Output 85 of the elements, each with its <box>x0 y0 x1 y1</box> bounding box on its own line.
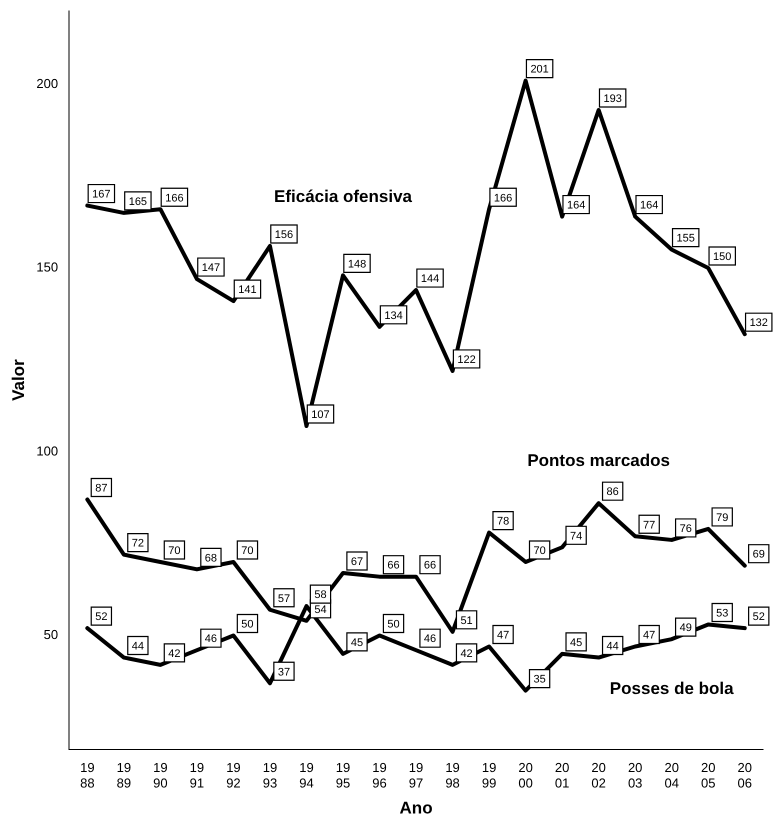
data-label: 42 <box>460 648 473 660</box>
data-label: 70 <box>533 545 546 558</box>
x-tick-label: 2006 <box>738 760 752 790</box>
data-label: 164 <box>566 200 586 212</box>
data-label: 66 <box>387 560 400 572</box>
data-label: 74 <box>570 530 582 542</box>
data-label: 144 <box>420 273 440 286</box>
data-label: 46 <box>424 633 436 646</box>
data-label: 78 <box>496 516 510 528</box>
x-tick-label: 1995 <box>336 760 350 790</box>
x-tick-label: 2004 <box>664 760 679 790</box>
series-label: Posses de bola <box>610 678 734 698</box>
data-label: 107 <box>311 409 330 422</box>
data-label: 77 <box>643 519 656 532</box>
x-tick-label: 2001 <box>554 760 570 790</box>
y-axis-title: Valor <box>8 358 28 401</box>
text: Eficácia ofensiva <box>274 187 413 206</box>
data-label: 58 <box>314 589 327 602</box>
data-label: 69 <box>752 548 765 561</box>
data-label: 52 <box>752 611 765 624</box>
data-label: 35 <box>533 674 546 686</box>
x-tick-label: 1991 <box>190 760 204 790</box>
data-label: 46 <box>204 633 218 646</box>
x-tick-label: 1988 <box>80 760 95 790</box>
data-label: 166 <box>165 192 184 204</box>
data-label: 156 <box>274 229 294 242</box>
x-tick-label: 1989 <box>116 760 132 790</box>
data-label: 147 <box>202 262 220 274</box>
data-label: 44 <box>132 640 144 653</box>
data-label: 122 <box>457 354 476 366</box>
y-tick-label: 200 <box>36 76 58 91</box>
data-label: 164 <box>640 200 658 212</box>
data-label: 141 <box>238 284 257 296</box>
y-tick-label: 100 <box>36 443 58 458</box>
data-label: 49 <box>680 622 692 634</box>
data-label: 167 <box>92 188 111 201</box>
data-label: 53 <box>716 607 728 620</box>
data-label: 166 <box>494 192 512 204</box>
data-label: 50 <box>387 618 400 631</box>
x-tick-label: 1996 <box>372 760 387 790</box>
data-label: 150 <box>713 251 732 264</box>
x-tick-label: 2005 <box>700 760 716 790</box>
data-label: 37 <box>278 666 290 678</box>
data-label: 86 <box>606 486 619 498</box>
x-tick-label: 2003 <box>628 760 642 790</box>
data-label: 68 <box>204 552 218 564</box>
data-label: 165 <box>128 196 148 208</box>
y-tick-label: 150 <box>36 260 58 275</box>
data-label: 132 <box>750 317 768 330</box>
data-label: 79 <box>716 512 728 524</box>
data-label: 47 <box>496 630 510 642</box>
data-label: 155 <box>676 232 695 245</box>
data-label: 52 <box>95 611 108 624</box>
data-label: 51 <box>460 614 473 627</box>
data-label: 44 <box>606 640 619 653</box>
data-label: 148 <box>348 258 366 270</box>
data-label: 70 <box>241 545 254 558</box>
x-tick-label: 2002 <box>591 760 606 790</box>
data-label: 76 <box>680 522 692 535</box>
text: Pontos marcados <box>527 450 670 470</box>
data-label: 72 <box>132 538 144 550</box>
data-label: 45 <box>570 636 582 649</box>
data-label: 66 <box>424 560 436 572</box>
data-label: 201 <box>530 64 549 76</box>
data-label: 70 <box>168 545 181 558</box>
data-label: 54 <box>314 604 327 616</box>
data-label: 42 <box>168 648 181 660</box>
data-label: 67 <box>350 556 364 568</box>
x-tick-label: 1990 <box>153 760 168 790</box>
y-tick-label: 50 <box>44 627 58 642</box>
x-tick-label: 1992 <box>226 760 241 790</box>
data-label: 45 <box>350 636 364 649</box>
x-tick-label: 2000 <box>518 760 533 790</box>
data-label: 193 <box>603 93 622 106</box>
data-label: 57 <box>278 592 290 605</box>
x-tick-label: 1994 <box>299 760 314 790</box>
data-label: 47 <box>643 630 656 642</box>
data-label: 134 <box>384 310 403 322</box>
data-label: 87 <box>95 482 108 495</box>
x-tick-label: 1999 <box>482 760 496 790</box>
x-tick-label: 1997 <box>408 760 424 790</box>
x-tick-label: 1998 <box>445 760 460 790</box>
data-label: 50 <box>241 618 254 631</box>
x-tick-label: 1993 <box>262 760 278 790</box>
x-axis-title: Ano <box>400 798 433 818</box>
